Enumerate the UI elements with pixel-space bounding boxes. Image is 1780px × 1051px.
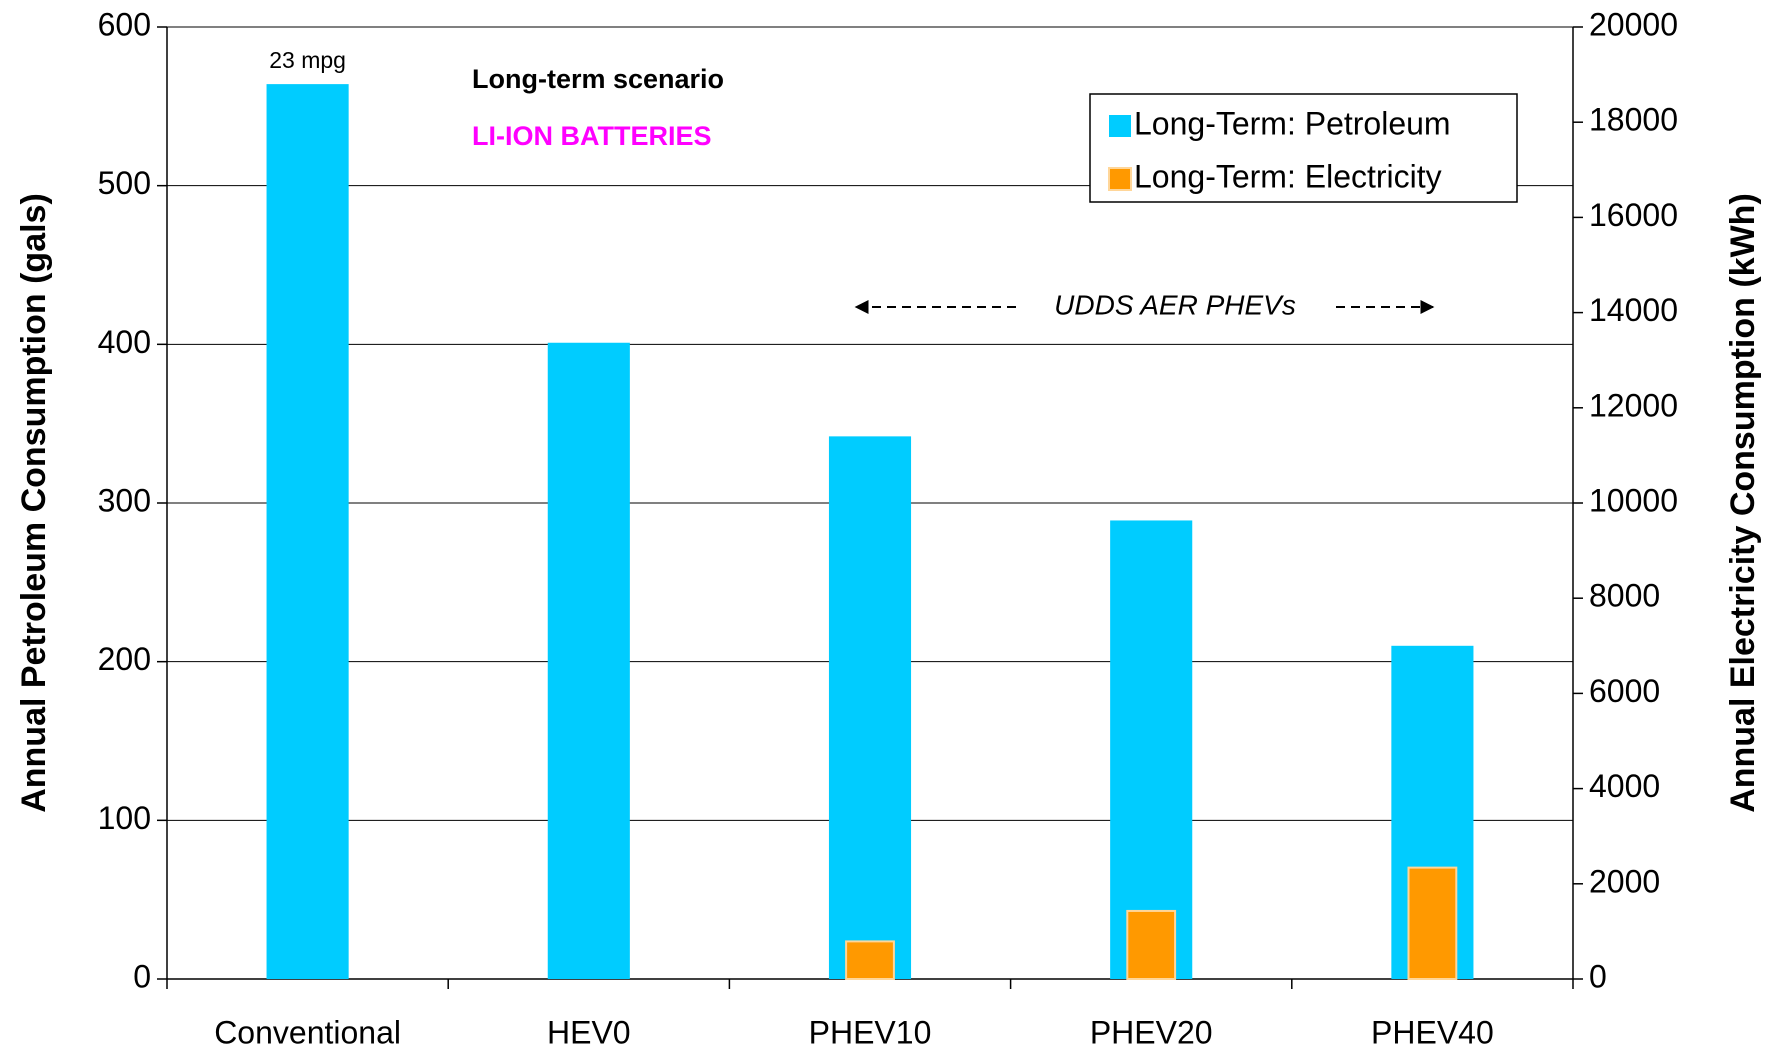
x-tick-label: PHEV20 (1090, 1014, 1213, 1050)
y-tick-label: 100 (98, 800, 151, 836)
y-tick-label: 400 (98, 324, 151, 360)
bar-note: 23 mpg (269, 47, 346, 73)
bar (266, 84, 349, 980)
scenario-note: Long-term scenario (472, 64, 724, 94)
y2-tick-label: 10000 (1589, 482, 1678, 518)
x-tick-label: PHEV40 (1371, 1014, 1494, 1050)
y2-tick-label: 6000 (1589, 673, 1660, 709)
bar (1110, 520, 1193, 979)
x-tick-label: Conventional (214, 1014, 401, 1050)
x-tick-label: PHEV10 (809, 1014, 932, 1050)
legend-label: Long-Term: Electricity (1134, 158, 1442, 194)
legend-swatch (1108, 167, 1132, 191)
bar (547, 342, 630, 979)
x-tick-label: HEV0 (547, 1014, 631, 1050)
y2-tick-label: 0 (1589, 958, 1607, 994)
legend-swatch (1109, 115, 1131, 137)
legend-box (1089, 93, 1518, 203)
bar (1407, 866, 1458, 981)
y-tick-label: 200 (98, 641, 151, 677)
y2-tick-label: 20000 (1589, 6, 1678, 42)
y2-tick-label: 2000 (1589, 863, 1660, 899)
y2-tick-label: 16000 (1589, 197, 1678, 233)
battery-note: LI-ION BATTERIES (472, 121, 712, 151)
bar (845, 940, 895, 980)
y-tick-label: 500 (98, 165, 151, 201)
y-tick-label: 300 (98, 482, 151, 518)
y-axis-title: Annual Petroleum Consumption (gals) (15, 193, 53, 813)
y2-tick-label: 14000 (1589, 292, 1678, 328)
y2-tick-label: 4000 (1589, 768, 1660, 804)
y2-axis-title: Annual Electricity Consumption (kWh) (1724, 193, 1762, 813)
legend-label: Long-Term: Petroleum (1134, 105, 1451, 141)
range-note: UDDS AER PHEVs (1054, 289, 1296, 320)
y-tick-label: 0 (133, 958, 151, 994)
y-tick-label: 600 (98, 6, 151, 42)
bar (1126, 909, 1177, 981)
bar (828, 436, 912, 979)
y2-tick-label: 12000 (1589, 387, 1678, 423)
y2-tick-label: 8000 (1589, 578, 1660, 614)
y2-tick-label: 18000 (1589, 102, 1678, 138)
